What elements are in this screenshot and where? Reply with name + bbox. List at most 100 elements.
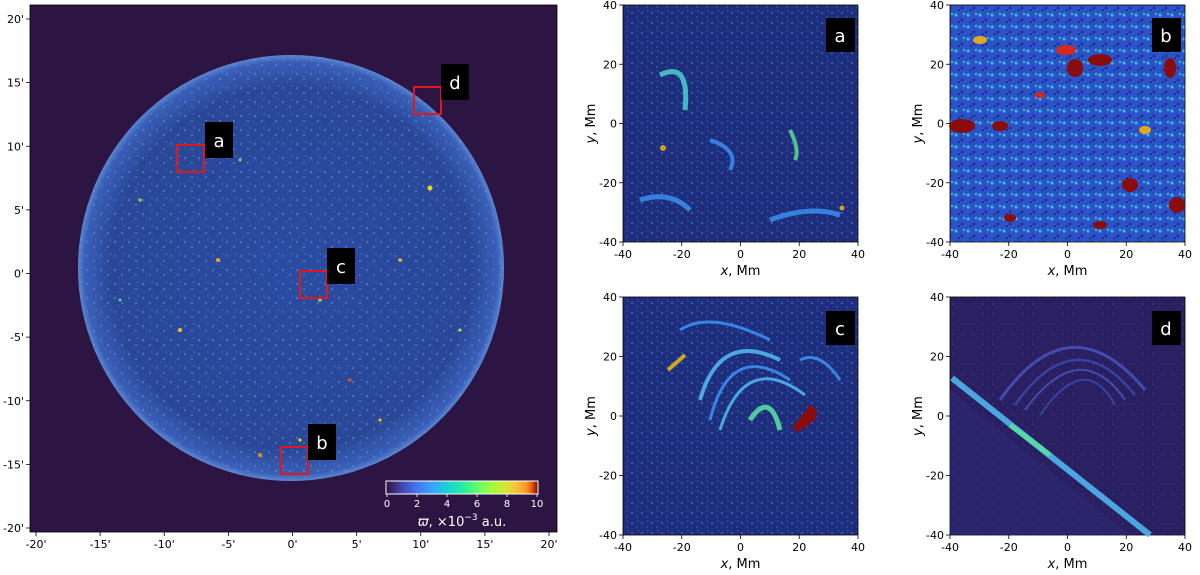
zoom-y-tick-label: 20 <box>930 58 944 71</box>
colorbar-tick-label: 10 <box>531 499 544 510</box>
region-tag-c: c <box>327 248 355 284</box>
zoom-x-tick-label: 20 <box>1119 248 1133 261</box>
zoom-y-tick-label: -20 <box>926 470 944 483</box>
colorbar-tick-label: 6 <box>474 499 480 510</box>
main-x-tick-label: -10' <box>154 538 175 551</box>
zoom-y-tick-label: 40 <box>603 0 617 12</box>
svg-text:d: d <box>1160 319 1171 340</box>
region-box-c[interactable] <box>299 270 328 299</box>
zoom-y-tick-label: -40 <box>926 236 944 249</box>
zoom-x-axis-label: x, Mm <box>1047 264 1088 279</box>
zoom-y-tick-label: 0 <box>937 410 944 423</box>
colorbar-tick-label: 8 <box>504 499 510 510</box>
zoom-panel-axes: -40 -20 0 20 40 40 20 0 -20 -40 x, Mm y, Mm -40 -20 0 2… <box>584 0 1192 572</box>
main-y-tick-label: -5' <box>10 331 24 344</box>
zoom-x-axis-label: x, Mm <box>720 264 761 279</box>
main-y-tick-label: 20' <box>7 13 24 26</box>
zoom-y-axis-label: y, Mm <box>911 396 926 437</box>
zoom-y-tick-label: -40 <box>599 529 617 542</box>
zoom-x-tick-label: 0 <box>1064 541 1071 554</box>
main-y-tick-label: -15' <box>3 458 24 471</box>
zoom-y-tick-label: -40 <box>926 529 944 542</box>
region-box-a[interactable] <box>176 144 205 173</box>
zoom-x-tick-label: -20 <box>673 541 691 554</box>
main-x-tick-label: -20' <box>26 538 47 551</box>
svg-text:a: a <box>834 26 845 47</box>
zoom-x-tick-label: -40 <box>614 541 632 554</box>
zoom-panel-d: d <box>949 296 1186 538</box>
zoom-y-tick-label: 0 <box>610 118 617 131</box>
zoom-y-tick-label: 40 <box>603 291 617 304</box>
colorbar-tick-label: 4 <box>444 499 450 510</box>
zoom-x-axis-label: x, Mm <box>1047 557 1088 572</box>
zoom-y-tick-label: 40 <box>930 0 944 12</box>
zoom-x-tick-label: 20 <box>1119 541 1133 554</box>
svg-text:c: c <box>835 319 845 340</box>
main-y-tick-label: 15' <box>7 77 24 90</box>
zoom-x-tick-label: 40 <box>851 541 865 554</box>
main-x-tick-label: 5' <box>352 538 362 551</box>
colorbar-label: ϖ, ×10−3 a.u. <box>418 513 506 530</box>
zoom-y-tick-label: -20 <box>599 177 617 190</box>
main-x-tick-label: -5' <box>221 538 235 551</box>
zoom-x-tick-label: 0 <box>737 541 744 554</box>
zoom-x-tick-label: 40 <box>1178 541 1192 554</box>
zoom-x-tick-label: 20 <box>792 541 806 554</box>
region-box-d[interactable] <box>413 86 442 115</box>
colorbar <box>385 480 539 495</box>
colorbar-tick-label: 2 <box>414 499 420 510</box>
zoom-panels: a b <box>584 0 1192 572</box>
main-x-tick-label: 15' <box>476 538 493 551</box>
zoom-y-tick-label: 20 <box>603 58 617 71</box>
region-box-b[interactable] <box>280 446 309 475</box>
svg-text:b: b <box>316 433 327 454</box>
svg-text:b: b <box>1160 26 1171 47</box>
main-y-tick-label: -20' <box>3 522 24 535</box>
zoom-x-tick-label: 0 <box>1064 248 1071 261</box>
zoom-x-tick-label: -40 <box>941 541 959 554</box>
region-tag-a: a <box>205 122 233 158</box>
zoom-y-tick-label: 20 <box>603 351 617 364</box>
zoom-y-tick-label: -40 <box>599 236 617 249</box>
main-x-tick-label: 10' <box>412 538 429 551</box>
zoom-x-tick-label: -20 <box>1000 541 1018 554</box>
main-y-tick-label: -10' <box>3 395 24 408</box>
zoom-x-tick-label: 0 <box>737 248 744 261</box>
full-disk-figure: a b c d 0 2 4 6 8 10 ϖ, ×10−3 a <box>3 4 558 551</box>
zoom-y-tick-label: 0 <box>610 410 617 423</box>
zoom-y-axis-label: y, Mm <box>911 104 926 145</box>
svg-text:c: c <box>336 257 346 278</box>
main-y-tick-label: 10' <box>7 140 24 153</box>
zoom-y-tick-label: -20 <box>926 177 944 190</box>
zoom-y-axis-label: y, Mm <box>584 104 599 145</box>
main-x-axis-ticks: -20' -15' -10' -5' 0' 5' 10' 15' 20' <box>26 532 558 551</box>
zoom-panel-a: a <box>622 4 859 243</box>
main-y-axis-ticks: 20' 15' 10' 5' 0' -5' -10' -15' -20' <box>3 13 30 535</box>
zoom-x-tick-label: 20 <box>792 248 806 261</box>
main-y-tick-label: 5' <box>14 204 24 217</box>
main-y-tick-label: 0' <box>14 268 24 281</box>
colorbar-tick-label: 0 <box>384 499 390 510</box>
zoom-y-axis-label: y, Mm <box>584 396 599 437</box>
main-x-tick-label: 0' <box>287 538 297 551</box>
svg-text:a: a <box>213 131 224 152</box>
main-x-tick-label: -15' <box>90 538 111 551</box>
svg-text:d: d <box>449 73 460 94</box>
colorbar-ticks: 0 2 4 6 8 10 <box>384 494 544 510</box>
zoom-panel-c: c <box>622 296 859 536</box>
zoom-x-tick-label: -20 <box>673 248 691 261</box>
zoom-x-tick-label: 40 <box>851 248 865 261</box>
region-tag-d: d <box>441 64 469 100</box>
zoom-x-tick-label: -40 <box>941 248 959 261</box>
zoom-y-tick-label: -20 <box>599 470 617 483</box>
zoom-panel-b: b <box>949 4 1186 243</box>
zoom-x-tick-label: -40 <box>614 248 632 261</box>
zoom-x-axis-label: x, Mm <box>720 557 761 572</box>
solar-disk-texture <box>78 55 504 481</box>
zoom-y-tick-label: 0 <box>937 118 944 131</box>
zoom-x-tick-label: 40 <box>1178 248 1192 261</box>
zoom-x-tick-label: -20 <box>1000 248 1018 261</box>
region-tag-b: b <box>308 424 336 460</box>
bright-points <box>118 158 462 457</box>
zoom-y-tick-label: 20 <box>930 351 944 364</box>
